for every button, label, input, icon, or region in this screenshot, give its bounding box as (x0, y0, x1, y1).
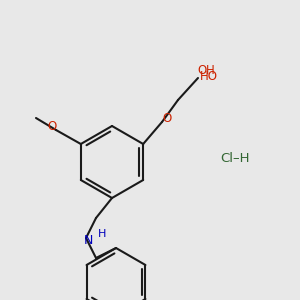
Text: O: O (197, 64, 207, 76)
Text: N: N (83, 233, 93, 247)
Text: O: O (162, 112, 172, 124)
Text: O: O (47, 121, 57, 134)
Text: HO: HO (200, 70, 218, 83)
Text: Cl–H: Cl–H (220, 152, 250, 164)
Text: H: H (206, 64, 214, 76)
Text: H: H (98, 229, 106, 239)
